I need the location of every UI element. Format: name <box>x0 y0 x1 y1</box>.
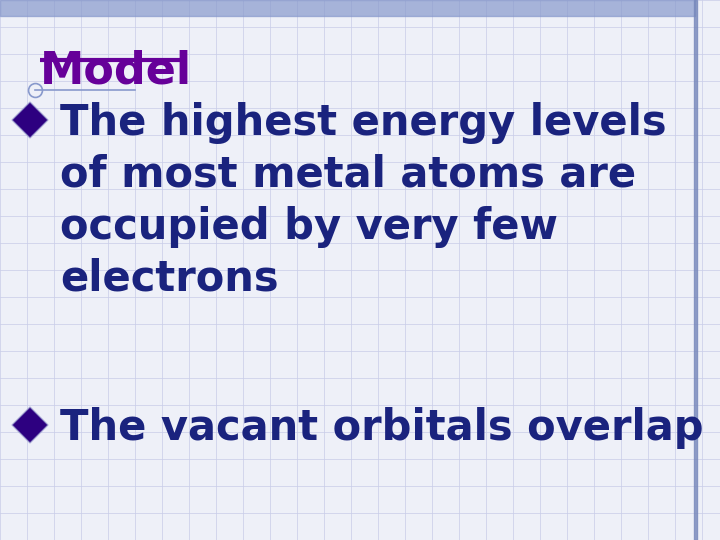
Text: The vacant orbitals overlap: The vacant orbitals overlap <box>60 407 703 449</box>
Text: The highest energy levels
of most metal atoms are
occupied by very few
electrons: The highest energy levels of most metal … <box>60 102 667 300</box>
Bar <box>694 0 697 540</box>
Text: Model: Model <box>40 50 192 93</box>
Polygon shape <box>12 407 48 443</box>
Bar <box>0 0 695 16</box>
Polygon shape <box>12 102 48 138</box>
